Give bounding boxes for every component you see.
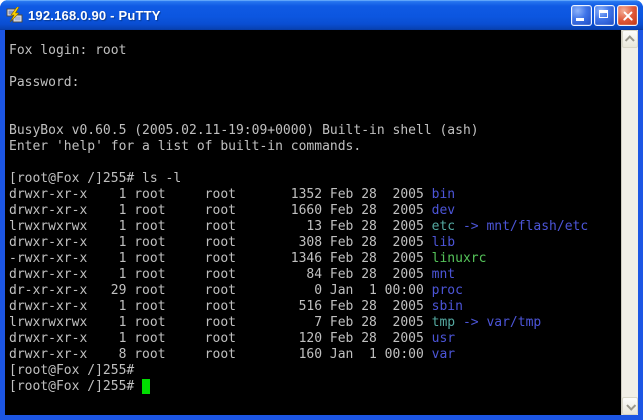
terminal-text: tmp	[431, 315, 456, 330]
terminal-text: [root@Fox /]255#	[9, 379, 143, 394]
terminal-line: drwxr-xr-x 1 root root 516 Feb 28 2005 s…	[9, 299, 621, 315]
terminal-text: Fox login: root	[9, 43, 127, 58]
terminal-line	[9, 91, 621, 107]
maximize-icon	[599, 9, 608, 18]
terminal-line: drwxr-xr-x 1 root root 120 Feb 28 2005 u…	[9, 331, 621, 347]
terminal-text: BusyBox v0.60.5 (2005.02.11-19:09+0000) …	[9, 123, 479, 138]
terminal-text: dr-xr-xr-x 29 root root 0 Jan 1 00:00	[9, 283, 432, 298]
scrollbar-down-button[interactable]	[622, 397, 638, 415]
terminal-text: lrwxrwxrwx 1 root root 13 Feb 28 2005	[9, 219, 432, 234]
terminal-line: drwxr-xr-x 8 root root 160 Jan 1 00:00 v…	[9, 347, 621, 363]
terminal-text: drwxr-xr-x 1 root root 516 Feb 28 2005	[9, 299, 432, 314]
terminal-text: var/tmp	[486, 315, 542, 330]
titlebar[interactable]: 192.168.0.90 - PuTTY	[0, 0, 643, 30]
terminal-text: etc	[431, 219, 456, 234]
scrollbar-up-button[interactable]	[622, 30, 638, 48]
terminal-line: BusyBox v0.60.5 (2005.02.11-19:09+0000) …	[9, 123, 621, 139]
terminal-line: drwxr-xr-x 1 root root 308 Feb 28 2005 l…	[9, 235, 621, 251]
terminal-line: [root@Fox /]255#	[9, 379, 621, 395]
terminal-text: [root@Fox /]255# ls -l	[9, 171, 182, 186]
terminal-cursor	[142, 379, 150, 394]
terminal-text: ->	[462, 219, 479, 234]
window-title: 192.168.0.90 - PuTTY	[28, 7, 161, 23]
terminal-line: -rwxr-xr-x 1 root root 1346 Feb 28 2005 …	[9, 251, 621, 267]
terminal-text: dev	[431, 203, 456, 218]
terminal-line	[9, 107, 621, 123]
terminal-text	[455, 315, 463, 330]
terminal-line: drwxr-xr-x 1 root root 1352 Feb 28 2005 …	[9, 187, 621, 203]
terminal-text: drwxr-xr-x 1 root root 1352 Feb 28 2005	[9, 187, 432, 202]
minimize-icon	[576, 17, 584, 21]
terminal-line: drwxr-xr-x 1 root root 1660 Feb 28 2005 …	[9, 203, 621, 219]
terminal-text: Password:	[9, 75, 80, 90]
terminal-line: lrwxrwxrwx 1 root root 13 Feb 28 2005 et…	[9, 219, 621, 235]
terminal-output[interactable]: Fox login: root Password: BusyBox v0.60.…	[5, 30, 621, 415]
terminal-line: [root@Fox /]255#	[9, 363, 621, 379]
terminal-text: mnt/flash/etc	[486, 219, 589, 234]
maximize-button[interactable]	[594, 4, 615, 26]
terminal-text: bin	[431, 187, 456, 202]
terminal-line: Fox login: root	[9, 43, 621, 59]
close-icon	[622, 15, 634, 27]
terminal-text: drwxr-xr-x 1 root root 1660 Feb 28 2005	[9, 203, 432, 218]
window-controls	[571, 4, 638, 27]
terminal-line	[9, 59, 621, 75]
terminal-text: Enter 'help' for a list of built-in comm…	[9, 139, 362, 154]
close-button[interactable]	[617, 4, 638, 27]
terminal-line: dr-xr-xr-x 29 root root 0 Jan 1 00:00 pr…	[9, 283, 621, 299]
terminal-line: Enter 'help' for a list of built-in comm…	[9, 139, 621, 155]
terminal-text: usr	[431, 331, 456, 346]
terminal-text	[455, 219, 463, 234]
terminal-text: mnt	[431, 267, 456, 282]
chevron-up-icon	[624, 34, 635, 45]
minimize-button[interactable]	[571, 4, 592, 26]
terminal-text: lrwxrwxrwx 1 root root 7 Feb 28 2005	[9, 315, 432, 330]
terminal-text: sbin	[431, 299, 463, 314]
terminal-text: drwxr-xr-x 1 root root 308 Feb 28 2005	[9, 235, 432, 250]
terminal-text: lib	[431, 235, 456, 250]
terminal-text: ->	[462, 315, 479, 330]
terminal-text: -rwxr-xr-x 1 root root 1346 Feb 28 2005	[9, 251, 432, 266]
terminal-line: Password:	[9, 75, 621, 91]
scrollbar-track[interactable]	[622, 48, 638, 397]
terminal-text: proc	[431, 283, 463, 298]
putty-icon-graphic	[6, 6, 23, 22]
chevron-down-icon	[625, 400, 636, 411]
terminal-line	[9, 155, 621, 171]
terminal-line: [root@Fox /]255# ls -l	[9, 171, 621, 187]
terminal-text: linuxrc	[431, 251, 487, 266]
terminal-scrollbar[interactable]	[621, 30, 638, 415]
client-area: Fox login: root Password: BusyBox v0.60.…	[5, 30, 638, 415]
terminal-text: drwxr-xr-x 1 root root 84 Feb 28 2005	[9, 267, 432, 282]
terminal-text: drwxr-xr-x 8 root root 160 Jan 1 00:00	[9, 347, 432, 362]
terminal-text: drwxr-xr-x 1 root root 120 Feb 28 2005	[9, 331, 432, 346]
terminal-line: drwxr-xr-x 1 root root 84 Feb 28 2005 mn…	[9, 267, 621, 283]
terminal-line: lrwxrwxrwx 1 root root 7 Feb 28 2005 tmp…	[9, 315, 621, 331]
putty-app-icon[interactable]	[6, 6, 23, 24]
terminal-text: [root@Fox /]255#	[9, 363, 135, 378]
terminal-text: var	[431, 347, 456, 362]
